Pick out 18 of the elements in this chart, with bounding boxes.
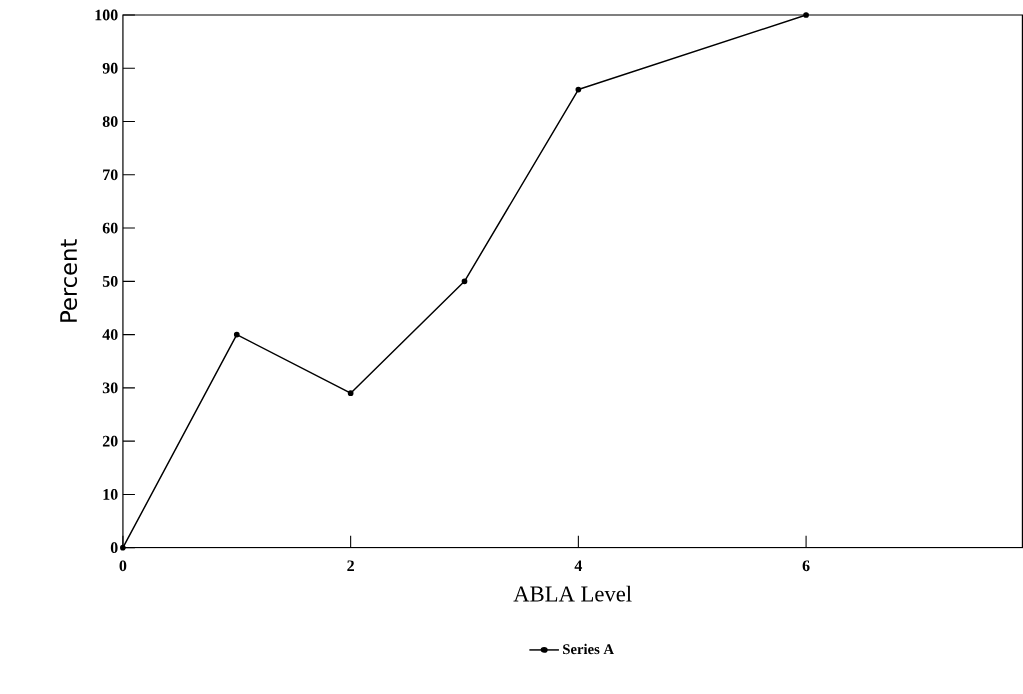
x-axis-title: ABLA Level xyxy=(513,585,632,602)
y-tick-label: 10 xyxy=(103,489,118,500)
y-tick-label: 60 xyxy=(102,222,118,234)
y-axis-title: Percent xyxy=(60,239,78,322)
y-tick-label: 30 xyxy=(102,382,118,394)
x-tick-label: 0 xyxy=(119,560,127,572)
y-tick-label: 80 xyxy=(102,116,118,128)
y-tick-label: 90 xyxy=(102,63,118,74)
y-tick-label: 70 xyxy=(103,169,118,181)
x-tick-label: 2 xyxy=(347,560,354,572)
x-tick-label: 4 xyxy=(574,560,583,572)
x-tick-label: 6 xyxy=(802,560,810,572)
y-tick-label: 40 xyxy=(102,329,118,341)
y-tick-label: 100 xyxy=(95,9,118,21)
y-tick-label: 20 xyxy=(102,435,118,447)
legend-label: Series A xyxy=(563,644,614,655)
y-tick-label: 0 xyxy=(110,542,118,554)
y-tick-label: 50 xyxy=(102,276,118,287)
